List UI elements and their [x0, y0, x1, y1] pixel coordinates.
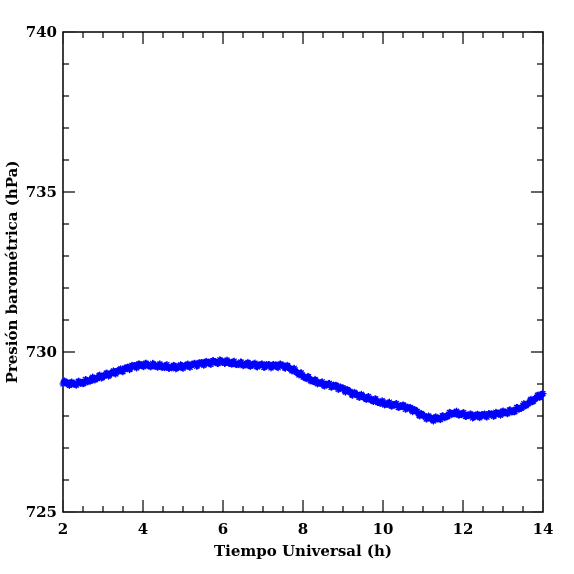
x-tick-label: 10 [373, 520, 394, 538]
x-tick-label: 2 [58, 520, 68, 538]
x-tick-label: 6 [218, 520, 228, 538]
y-tick-label: 740 [26, 23, 57, 41]
y-tick-label: 725 [26, 503, 57, 521]
y-axis-label: Presión barométrica (hPa) [3, 161, 21, 384]
x-tick-label: 4 [138, 520, 148, 538]
data-point [539, 390, 547, 398]
plot-frame [62, 31, 544, 513]
axis-ticks [62, 31, 544, 513]
y-tick-label: 730 [26, 343, 57, 361]
y-tick-label: 735 [26, 183, 57, 201]
x-tick-label: 12 [453, 520, 474, 538]
data-series [59, 356, 547, 425]
x-axis-label: Tiempo Universal (h) [214, 542, 392, 560]
plot-border [62, 31, 544, 513]
x-tick-label: 8 [298, 520, 308, 538]
y-tick-labels: 725 730 735 740 [26, 23, 57, 521]
x-tick-label: 14 [533, 520, 554, 538]
x-tick-labels: 2 4 6 8 10 12 14 [58, 520, 554, 538]
